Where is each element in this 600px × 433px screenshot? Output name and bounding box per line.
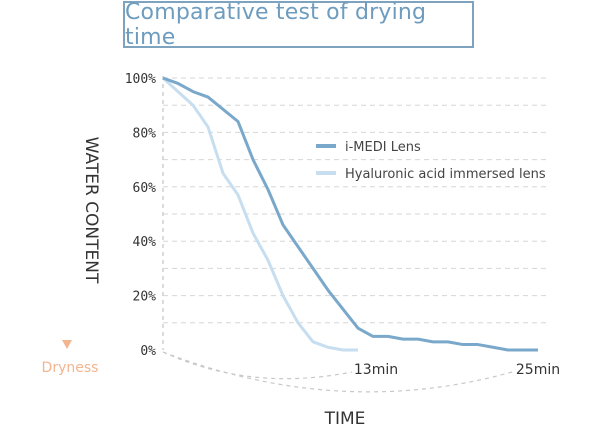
time-arc-25min xyxy=(162,351,513,393)
legend: i-MEDI Lens Hyaluronic acid immersed len… xyxy=(316,140,546,182)
series-lines xyxy=(161,76,538,352)
y-axis-title: WATER CONTENT xyxy=(81,137,101,284)
y-tick-label: 20% xyxy=(133,290,157,305)
series-line-i-medi-lens xyxy=(162,76,538,352)
chart-title: Comparative test of drying time xyxy=(125,0,427,50)
time-marker-25min: 25min xyxy=(516,362,560,378)
legend-label-hyaluronic: Hyaluronic acid immersed lens xyxy=(345,167,546,182)
legend-label-i-medi: i-MEDI Lens xyxy=(345,140,421,155)
y-tick-label: 40% xyxy=(133,235,157,250)
time-arc-13min xyxy=(162,351,353,380)
time-marker-13min: 13min xyxy=(354,362,398,378)
grid xyxy=(163,77,548,324)
dryness-label: Dryness xyxy=(42,360,99,376)
y-tick-label: 0% xyxy=(140,344,156,359)
y-tick-label: 60% xyxy=(133,181,157,196)
chart-title-box: Comparative test of drying time xyxy=(123,0,474,50)
series-line-hyaluronic-acid-lens xyxy=(161,76,358,352)
y-tick-label: 100% xyxy=(125,72,156,87)
y-tick-label: 80% xyxy=(133,126,157,141)
water-content-arrow-head xyxy=(62,340,72,349)
y-ticks: 100% 80% 60% 40% 20% 0% xyxy=(125,72,156,359)
x-axis-title: TIME xyxy=(324,409,366,429)
